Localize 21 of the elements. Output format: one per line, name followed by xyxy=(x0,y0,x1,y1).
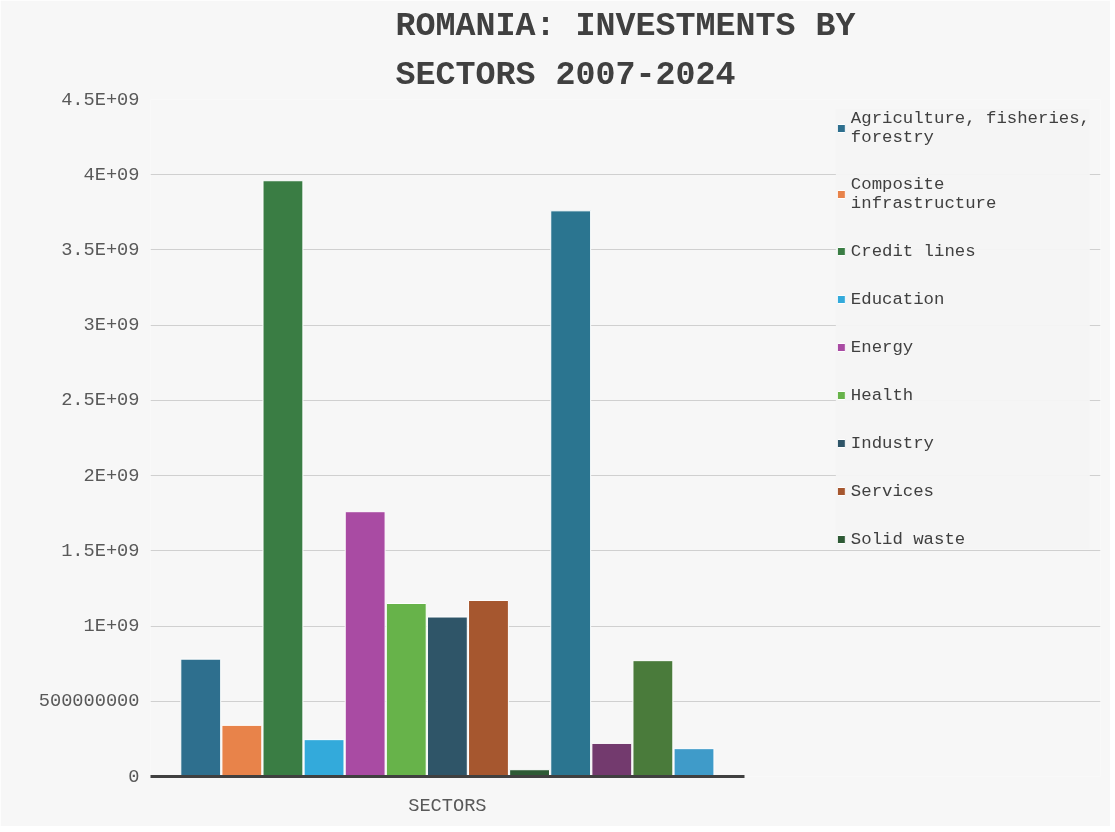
legend-label: Composite infrastructure xyxy=(850,175,997,213)
legend-label: Energy xyxy=(850,337,914,357)
y-tick-label: 1E+09 xyxy=(83,615,140,638)
legend-label: Credit lines xyxy=(850,241,976,261)
legend-label: Agriculture, fisheries, forestry xyxy=(850,109,1090,147)
y-tick-label: 3.5E+09 xyxy=(61,238,140,261)
y-tick-label: 4E+09 xyxy=(83,163,140,186)
chart-title: ROMANIA: INVESTMENTS BY SECTORS 2007-2024 xyxy=(395,7,856,95)
legend-label: Industry xyxy=(850,433,935,453)
legend-label: Services xyxy=(850,481,935,501)
y-tick-label: 500000000 xyxy=(38,690,140,713)
legend-label: Solid waste xyxy=(850,529,966,549)
y-tick-label: 3E+09 xyxy=(83,314,140,337)
legend-label: Education xyxy=(850,289,945,309)
y-tick-label: 1.5E+09 xyxy=(61,539,140,562)
y-tick-label: 2E+09 xyxy=(83,464,140,487)
x-tick-label: SECTORS xyxy=(408,794,487,817)
legend-label: Health xyxy=(850,385,914,405)
y-tick-label: 0 xyxy=(128,765,140,788)
y-tick-label: 4.5E+09 xyxy=(61,88,140,111)
y-tick-label: 2.5E+09 xyxy=(61,389,140,412)
